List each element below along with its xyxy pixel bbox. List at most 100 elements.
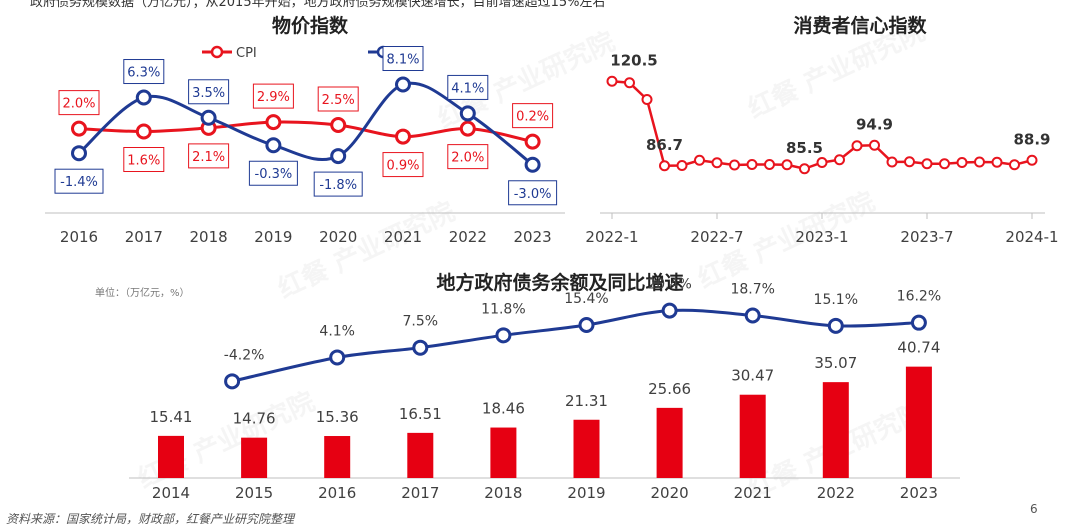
cpi-data-label-box [512, 103, 554, 129]
debt-bar [324, 436, 351, 478]
price-index-x-tick: 2022 [449, 228, 487, 246]
cpi-data-label-box [58, 90, 100, 116]
ppi-data-label-box [447, 74, 489, 100]
debt-unit-label: 单位：（万亿元，%） [95, 286, 190, 299]
ppi-point [200, 109, 217, 126]
price-index-x-tick: 2016 [60, 228, 98, 246]
confidence-x-tick: 2022-7 [690, 228, 743, 246]
debt-growth-label: -4.2% [224, 347, 265, 363]
ppi-data-label-box [188, 79, 230, 105]
confidence-x-tick: 2022-1 [585, 228, 638, 246]
cpi-data-label: 2.5% [322, 93, 355, 108]
ppi-data-label: 6.3% [127, 66, 160, 81]
clipped-header-text: 政府债务规模数据（万亿元）；从2015年开始，地方政府债务规模快速增长，目前增速… [30, 0, 606, 10]
cpi-data-label-box [447, 144, 489, 170]
debt-growth-label: 15.1% [814, 292, 858, 308]
confidence-point [606, 75, 618, 87]
ppi-data-label: 4.1% [451, 81, 484, 96]
ppi-data-label-box [54, 168, 104, 194]
price-index-x-tick: 2021 [384, 228, 422, 246]
confidence-data-label: 86.7 [646, 136, 683, 154]
debt-growth-label: 7.5% [403, 314, 439, 330]
debt-bar-label: 21.31 [565, 392, 608, 410]
cpi-point [71, 120, 87, 137]
confidence-point [799, 163, 810, 175]
confidence-point [711, 157, 723, 169]
ppi-point [135, 89, 152, 106]
price-index-x-tick: 2023 [514, 228, 552, 246]
ppi-data-label-box [313, 171, 363, 197]
confidence-data-label: 85.5 [786, 139, 823, 157]
debt-bar [573, 419, 600, 478]
debt-growth-point [744, 307, 761, 324]
debt-bar-label: 35.07 [814, 354, 857, 372]
confidence-x-tick: 2024-1 [1005, 228, 1058, 246]
debt-bar [739, 394, 766, 478]
confidence-point [659, 160, 670, 172]
debt-growth-label: 16.2% [897, 289, 941, 305]
cpi-data-label: 0.9% [386, 159, 419, 174]
cpi-point [524, 133, 541, 150]
debt-x-tick: 2018 [484, 484, 522, 502]
confidence-data-label: 94.9 [856, 115, 893, 133]
cpi-data-label-box [382, 152, 424, 178]
debt-growth-label: 4.1% [319, 323, 355, 339]
debt-growth-point [578, 316, 595, 333]
ppi-data-label-box [382, 46, 424, 72]
confidence-point [1009, 159, 1020, 171]
cpi-data-label: 2.1% [192, 150, 225, 165]
cpi-point [395, 128, 411, 145]
confidence-point [746, 159, 758, 170]
confidence-point [869, 139, 880, 151]
cpi-data-label-box [317, 86, 359, 112]
debt-bar-label: 15.41 [150, 408, 193, 426]
confidence-point [956, 157, 968, 168]
confidence-title: 消费者信心指数 [793, 14, 927, 37]
ppi-point [459, 105, 476, 122]
debt-title: 地方政府债务余额及同比增速 [436, 271, 683, 294]
confidence-point [991, 156, 1003, 168]
ppi-data-label: -1.8% [319, 178, 357, 193]
debt-growth-point [827, 317, 844, 334]
debt-growth-point [495, 327, 512, 344]
debt-bar [656, 407, 683, 478]
page-number: 6 [1030, 502, 1038, 516]
debt-growth-label: 20.4% [647, 277, 691, 293]
debt-x-tick: 2019 [567, 484, 605, 502]
confidence-point [834, 154, 845, 166]
confidence-point [816, 157, 828, 168]
debt-growth-point [224, 373, 241, 390]
confidence-point [624, 77, 635, 89]
debt-x-tick: 2017 [401, 484, 439, 502]
confidence-point [974, 156, 985, 168]
cpi-data-label: 1.6% [127, 154, 160, 169]
debt-bar-label: 16.51 [399, 405, 442, 423]
cpi-data-label-box [188, 143, 230, 169]
debt-bar [822, 382, 849, 478]
debt-x-tick: 2020 [651, 484, 689, 502]
debt-bar [241, 437, 268, 478]
debt-bar-label: 15.36 [316, 408, 359, 426]
legend-cpi-label: CPI [236, 46, 257, 61]
confidence-point [694, 154, 705, 166]
confidence-point [904, 156, 915, 168]
debt-x-tick: 2015 [235, 484, 273, 502]
ppi-data-label-box [123, 59, 165, 85]
ppi-point [330, 148, 347, 165]
confidence-point [939, 158, 950, 170]
debt-growth-point [910, 314, 927, 331]
debt-growth-point [412, 339, 429, 356]
cpi-data-label: 2.0% [62, 97, 95, 112]
debt-x-tick: 2014 [152, 484, 190, 502]
confidence-point [851, 140, 863, 152]
confidence-point [1026, 154, 1038, 166]
cpi-data-label: 0.2% [516, 110, 549, 125]
debt-bar [158, 435, 184, 478]
debt-bar-label: 40.74 [897, 339, 940, 357]
debt-growth-point [661, 302, 678, 319]
debt-growth-label: 11.8% [481, 301, 525, 317]
confidence-x-tick: 2023-7 [900, 228, 953, 246]
confidence-x-tick: 2023-1 [795, 228, 848, 246]
ppi-data-label: 3.5% [192, 86, 225, 101]
debt-bar [407, 432, 434, 478]
